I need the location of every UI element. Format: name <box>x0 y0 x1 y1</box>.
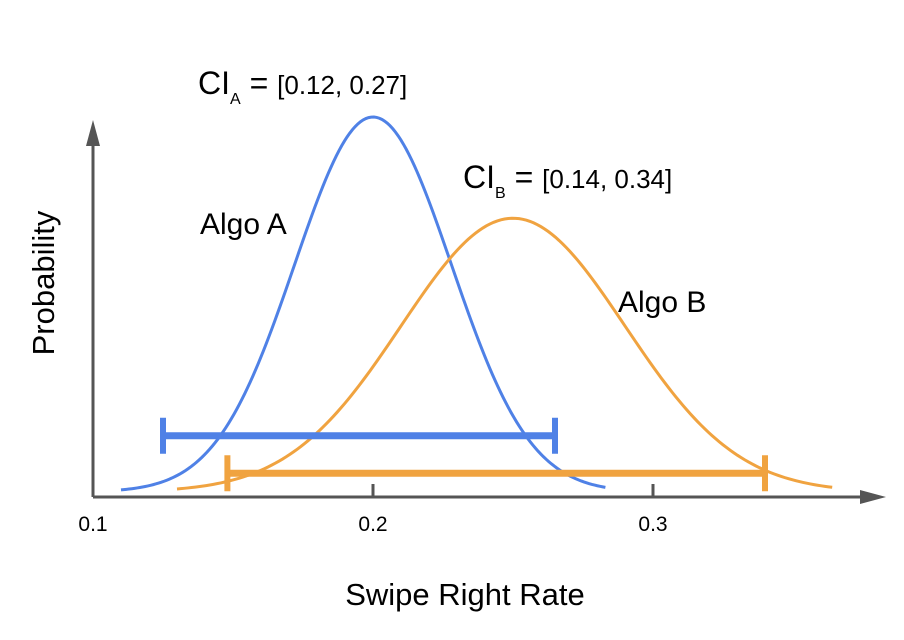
series-label-algo-a: Algo A <box>200 208 287 241</box>
ci-annotation-a: CIA = [0.12, 0.27] <box>198 65 407 108</box>
ci-a-main: CI <box>198 65 230 101</box>
confidence-intervals <box>160 417 768 492</box>
x-ticks: 0.1 0.2 0.3 <box>78 484 668 536</box>
x-tick-label: 0.1 <box>78 513 107 536</box>
ci-b-eq: = <box>506 159 542 195</box>
ci-annotation-b: CIB = [0.14, 0.34] <box>463 159 672 202</box>
ci-b-sub: B <box>495 185 506 202</box>
ci-a-eq: = <box>241 65 277 101</box>
y-axis-arrow <box>86 120 100 146</box>
density-curve-algo-b <box>176 216 833 491</box>
x-axis-arrow <box>860 490 886 504</box>
ci-a-interval: [0.12, 0.27] <box>277 70 407 100</box>
series-label-algo-b: Algo B <box>618 286 706 319</box>
x-axis-title: Swipe Right Rate <box>345 577 585 612</box>
ci-a-sub: A <box>230 91 241 108</box>
x-tick-label: 0.3 <box>638 513 667 536</box>
y-axis-title: Probability <box>26 210 61 355</box>
ci-b-interval: [0.14, 0.34] <box>542 164 672 194</box>
x-tick-label: 0.2 <box>358 513 387 536</box>
ci-b-main: CI <box>463 159 495 195</box>
